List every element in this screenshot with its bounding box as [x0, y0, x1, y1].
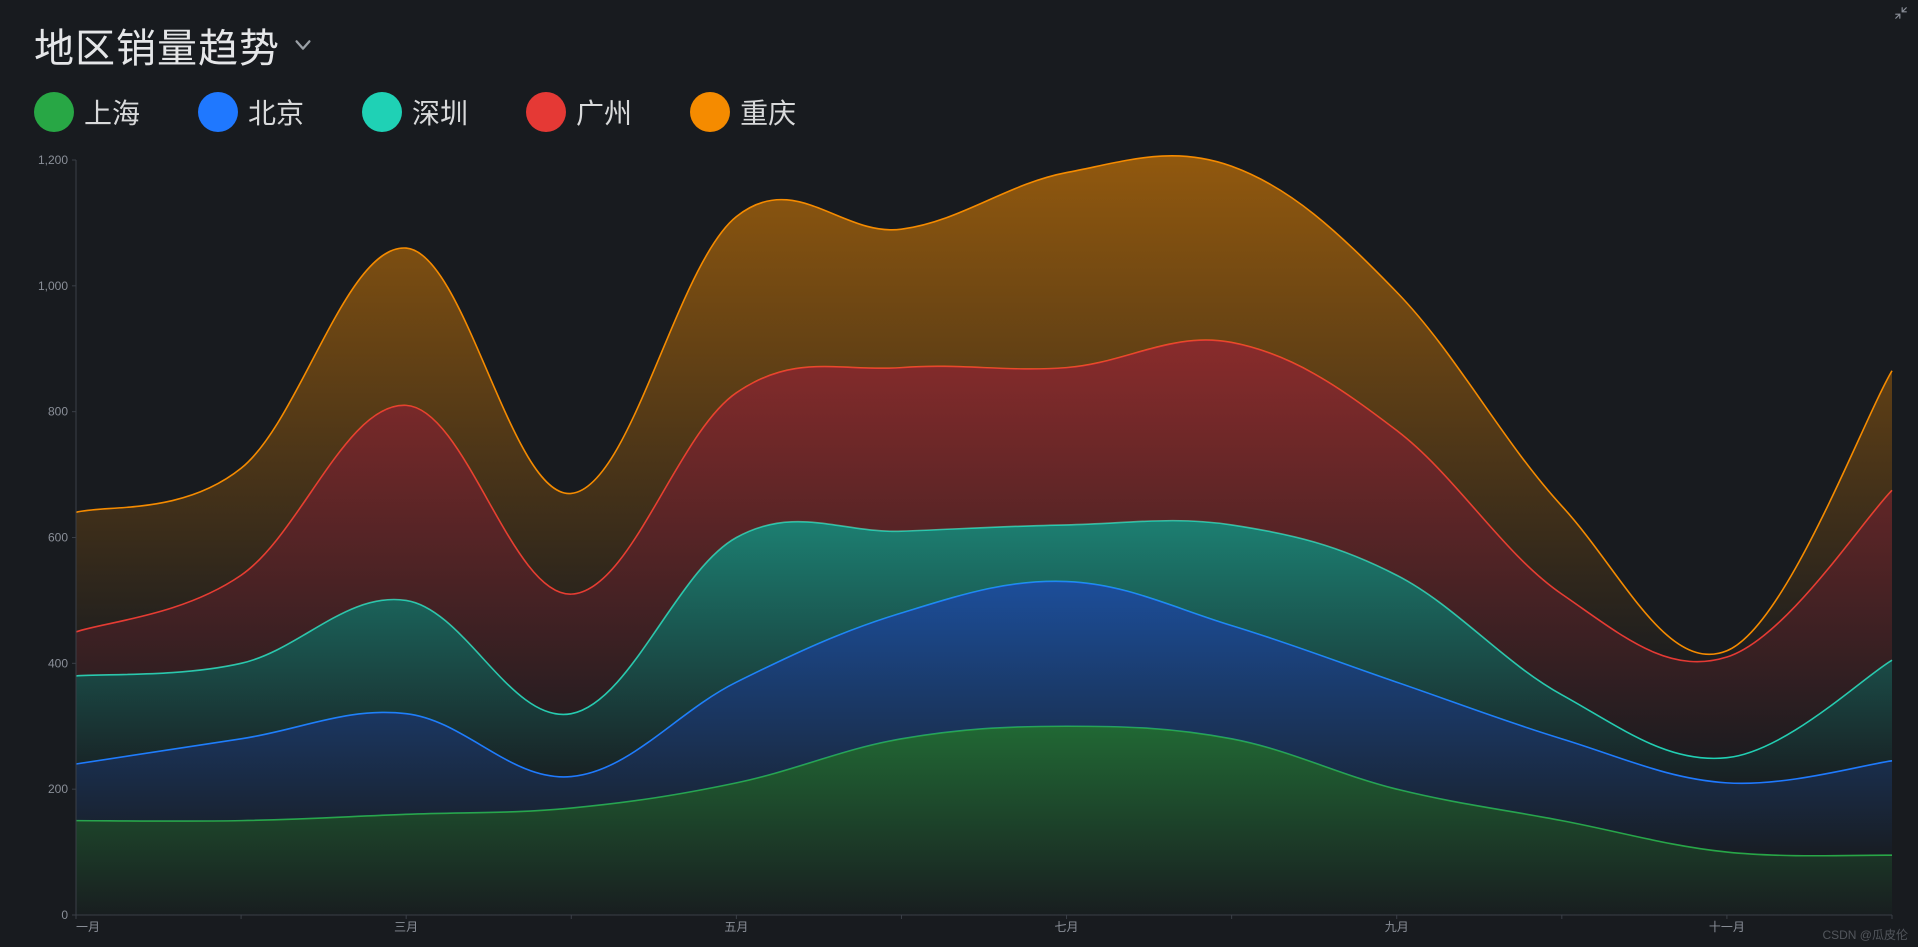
legend-label: 广州	[576, 92, 632, 132]
legend-label: 北京	[248, 92, 304, 132]
x-tick-label: 三月	[394, 920, 418, 934]
watermark: CSDN @瓜皮伦	[1822, 926, 1908, 943]
collapse-icon[interactable]	[1894, 6, 1908, 20]
legend-label: 深圳	[412, 92, 468, 132]
legend-swatch	[198, 92, 238, 132]
legend-item[interactable]: 北京	[198, 92, 304, 132]
legend-item[interactable]: 广州	[526, 92, 632, 132]
panel-title: 地区销量趋势	[34, 16, 280, 74]
x-tick-label: 一月	[76, 920, 100, 934]
chart-area: 0 200 400 600 800 1,000 1,200 一月 三月 五月 七月 九月 十一月	[16, 150, 1902, 947]
y-tick-label: 800	[48, 405, 68, 419]
x-tick-label: 十一月	[1709, 920, 1745, 934]
y-tick-label: 400	[48, 656, 68, 670]
legend-swatch	[690, 92, 730, 132]
chart-panel: 地区销量趋势 上海 北京 深圳 广州 重庆 0 200 400 600 800 1,000 1,20…	[0, 0, 1918, 947]
y-tick-label: 1,000	[38, 279, 68, 293]
chevron-down-icon	[292, 34, 314, 56]
y-tick-label: 200	[48, 782, 68, 796]
y-tick-label: 600	[48, 531, 68, 545]
legend-swatch	[362, 92, 402, 132]
legend-label: 上海	[84, 92, 140, 132]
x-tick-label: 九月	[1385, 920, 1409, 934]
legend-item[interactable]: 深圳	[362, 92, 468, 132]
panel-title-row[interactable]: 地区销量趋势	[34, 16, 1902, 74]
legend: 上海 北京 深圳 广州 重庆	[34, 92, 1902, 132]
legend-label: 重庆	[740, 92, 796, 132]
legend-item[interactable]: 重庆	[690, 92, 796, 132]
x-tick-label: 五月	[724, 920, 748, 934]
legend-swatch	[526, 92, 566, 132]
y-tick-label: 1,200	[38, 153, 68, 167]
x-tick-label: 七月	[1055, 920, 1079, 934]
area-chart-svg: 0 200 400 600 800 1,000 1,200 一月 三月 五月 七月 九月 十一月	[16, 150, 1902, 945]
y-tick-label: 0	[61, 908, 68, 922]
legend-swatch	[34, 92, 74, 132]
legend-item[interactable]: 上海	[34, 92, 140, 132]
